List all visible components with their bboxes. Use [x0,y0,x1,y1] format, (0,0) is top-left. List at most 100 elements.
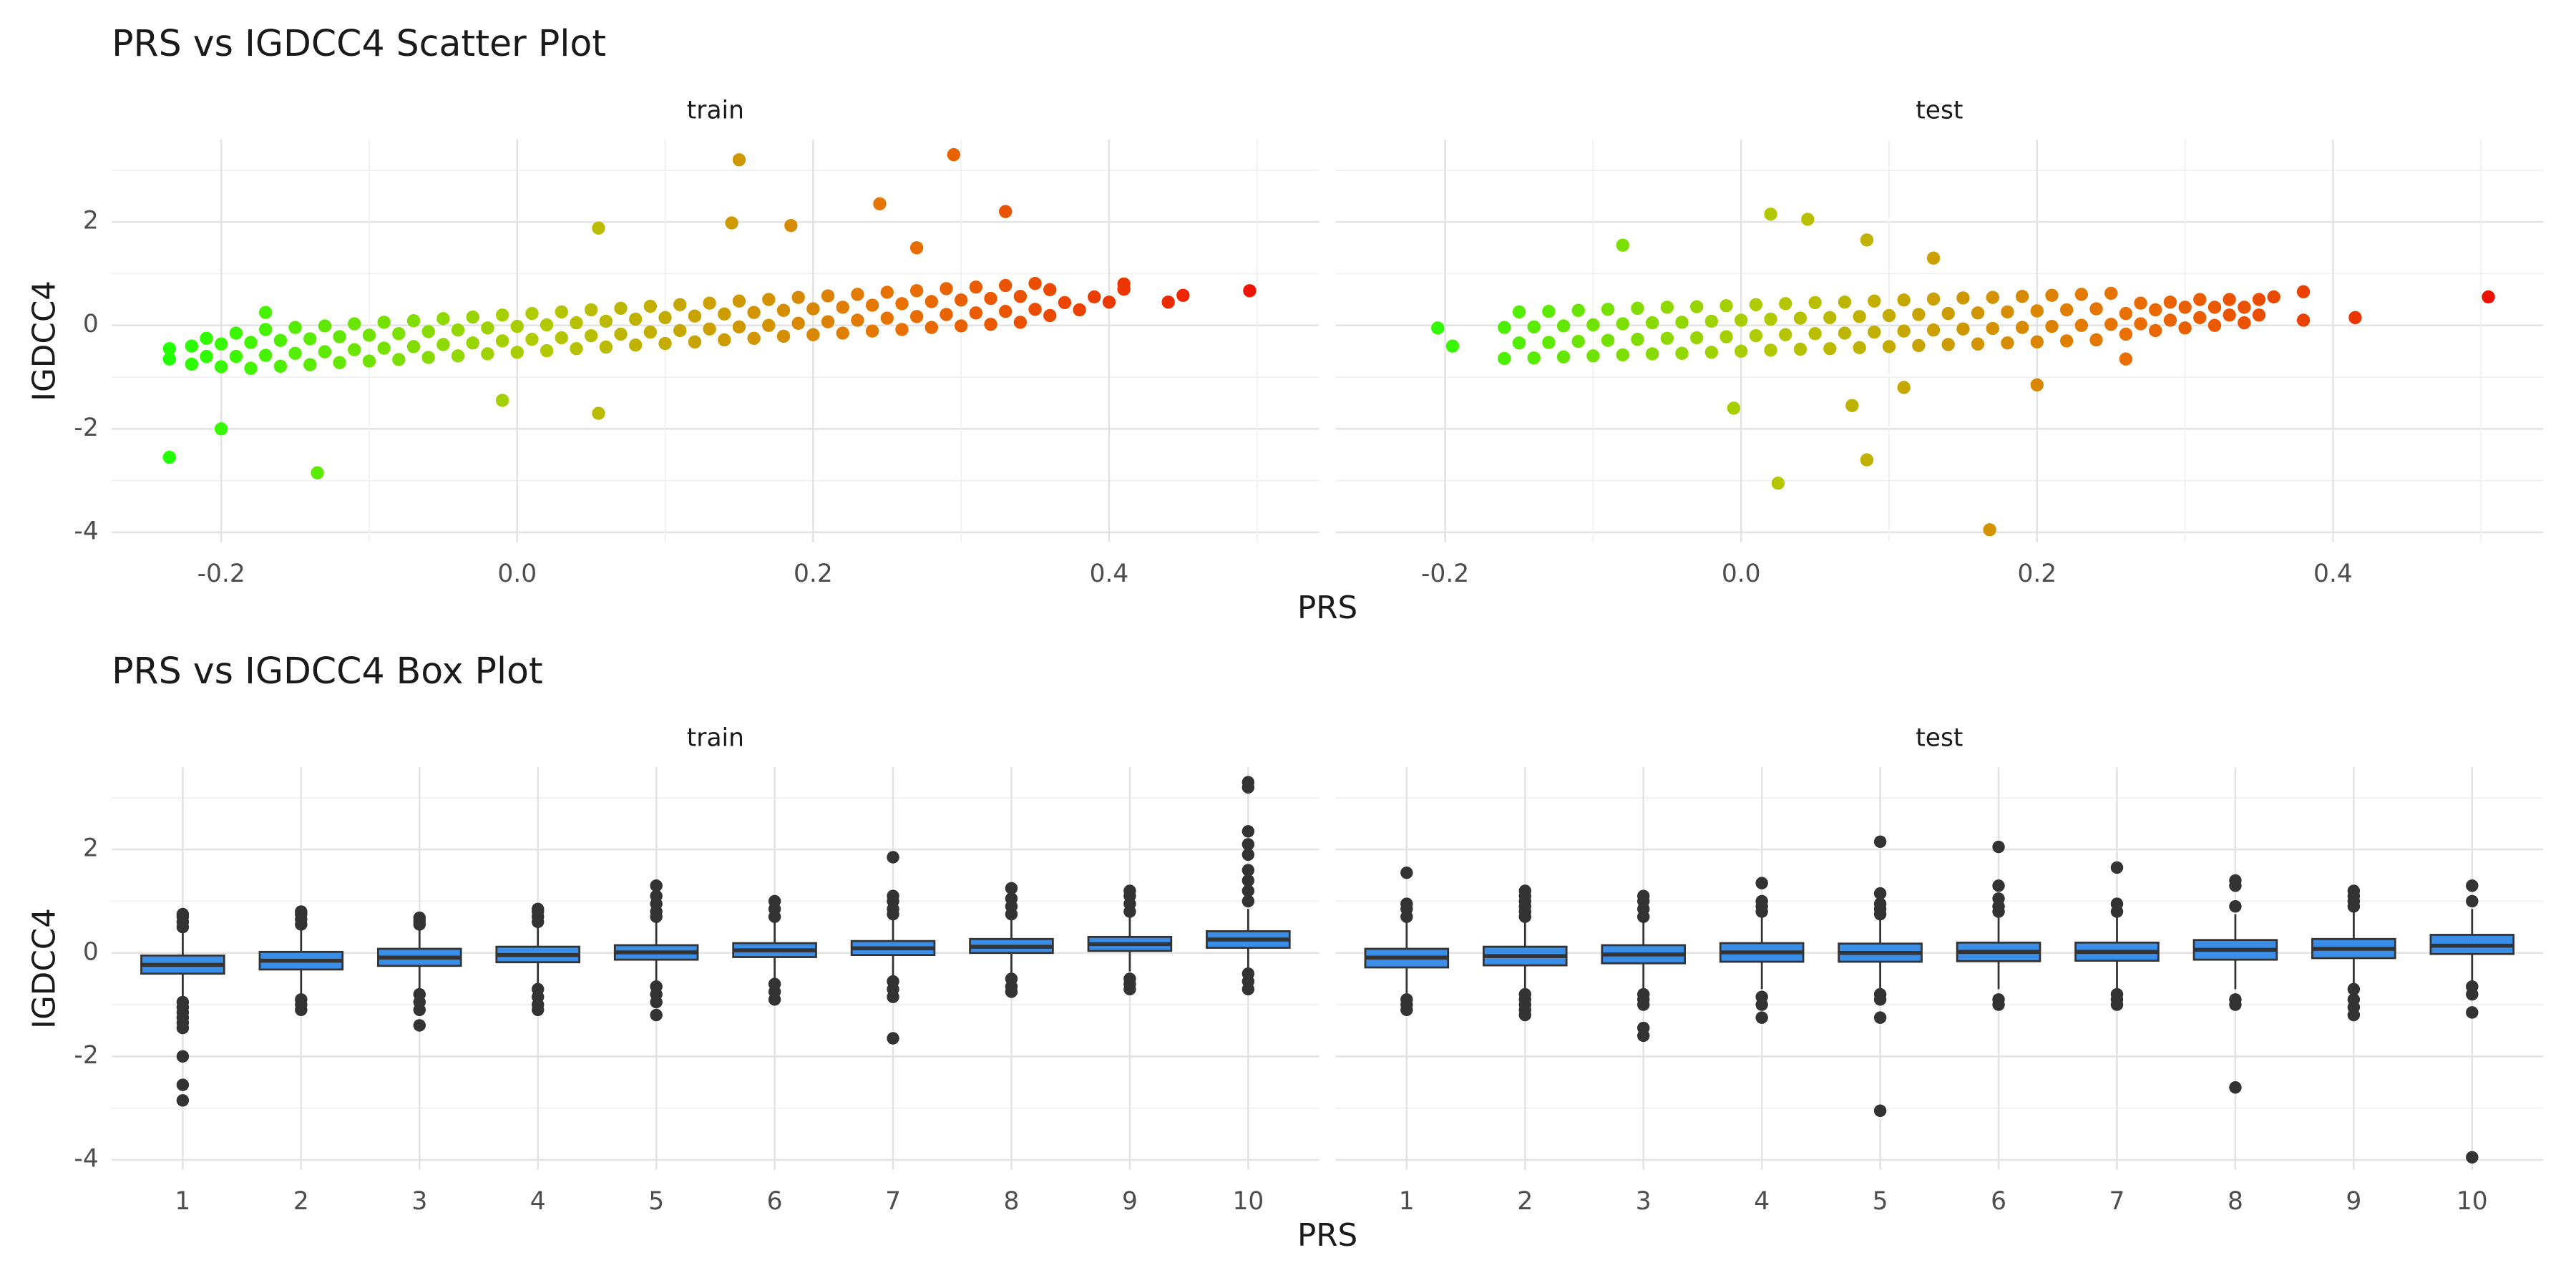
scatter-point [969,280,983,294]
scatter-point [1571,303,1585,317]
outlier [768,993,781,1006]
scatter-point [629,338,643,352]
y-tick-label: 2 [83,834,99,863]
x-tick-label: 8 [2228,1187,2243,1216]
scatter-point [525,333,539,346]
scatter-point [851,288,864,301]
outlier [1005,892,1018,905]
scatter-point [2015,290,2029,303]
scatter-point [570,316,583,330]
scatter-point [806,302,820,316]
scatter-point [1956,291,1970,305]
scatter-point [555,305,568,319]
scatter-point [1675,346,1689,360]
scatter-point [333,330,346,343]
scatter-point [288,346,302,360]
outlier [413,1003,426,1017]
scatter-point [2089,333,2103,347]
outlier [176,907,190,921]
outlier [2229,899,2242,913]
scatter-point [924,295,938,308]
scatter-point [2296,313,2311,327]
outlier [1873,835,1887,849]
scatter-point [1727,401,1741,415]
scatter-point [1986,321,1999,336]
outlier [887,889,899,902]
outlier [887,851,899,864]
x-tick-label: 0.0 [497,560,537,588]
scatter-point [1498,321,1511,334]
scatter-point [688,335,702,349]
scatter-point [1704,314,1719,328]
scatter-point [1512,336,1526,350]
scatter-point [1631,301,1644,316]
outlier [1400,866,1413,879]
strip-label: test [1916,724,1963,753]
outlier [2229,874,2242,887]
scatter-point [214,337,228,351]
scatter-point [2178,321,2192,335]
outlier [1241,864,1255,877]
scatter-point [1912,338,1926,353]
x-tick-label: 0.2 [794,560,833,588]
scatter-point [873,197,887,210]
x-tick-label: 10 [1232,1187,1264,1216]
scatter-point [851,313,864,327]
scatter-point [1102,295,1116,309]
y-tick-label: -2 [74,1041,98,1070]
x-tick-label: -0.2 [197,560,245,588]
scatter-point [984,318,997,331]
scatter-point [2149,303,2162,317]
scatter-point [806,328,820,341]
y-tick-label: -2 [74,414,98,442]
outlier [1123,884,1136,897]
scatter-point [1689,300,1704,313]
outlier [650,889,663,902]
y-tick-label: 0 [83,310,99,338]
scatter-point [1941,338,1955,351]
scatter-point [2149,323,2162,338]
scatter-point [1675,316,1689,329]
chart-title: PRS vs IGDCC4 Box Plot [112,650,543,692]
outlier [531,902,545,916]
scatter-point [2163,295,2177,309]
scatter-point [599,340,613,354]
outlier [1005,985,1018,998]
scatter-point [362,354,376,368]
outlier [1123,982,1136,996]
outlier [176,1094,190,1107]
scatter-point [318,319,332,333]
y-tick-label: 2 [83,207,99,235]
outlier [2466,1006,2479,1019]
scatter-point [1431,321,1445,335]
outlier [1241,874,1255,887]
scatter-point [865,324,879,338]
scatter-point [495,308,509,322]
scatter-point [821,289,835,303]
x-tick-label: 3 [411,1187,427,1216]
scatter-point [1926,251,1941,265]
x-tick-label: 7 [885,1187,901,1216]
scatter-point [259,348,273,362]
outlier [2110,861,2124,874]
scatter-point [1556,319,1571,333]
scatter-point [732,153,746,167]
x-tick-label: 2 [1517,1187,1533,1216]
scatter-point [570,342,583,356]
scatter-point [244,336,258,349]
outlier [2466,987,2479,1001]
scatter-point [747,306,761,319]
scatter-point [1586,318,1600,332]
scatter-point [658,311,672,325]
outlier [1400,1003,1413,1017]
scatter-point [895,297,909,311]
scatter-point [185,339,198,353]
outlier [295,1003,308,1017]
scatter-point [2134,296,2147,310]
scatter-point [1971,306,1985,320]
scatter-point [1527,320,1541,334]
scatter-point [643,299,658,313]
scatter-point [311,466,324,479]
outlier [1755,998,1768,1011]
